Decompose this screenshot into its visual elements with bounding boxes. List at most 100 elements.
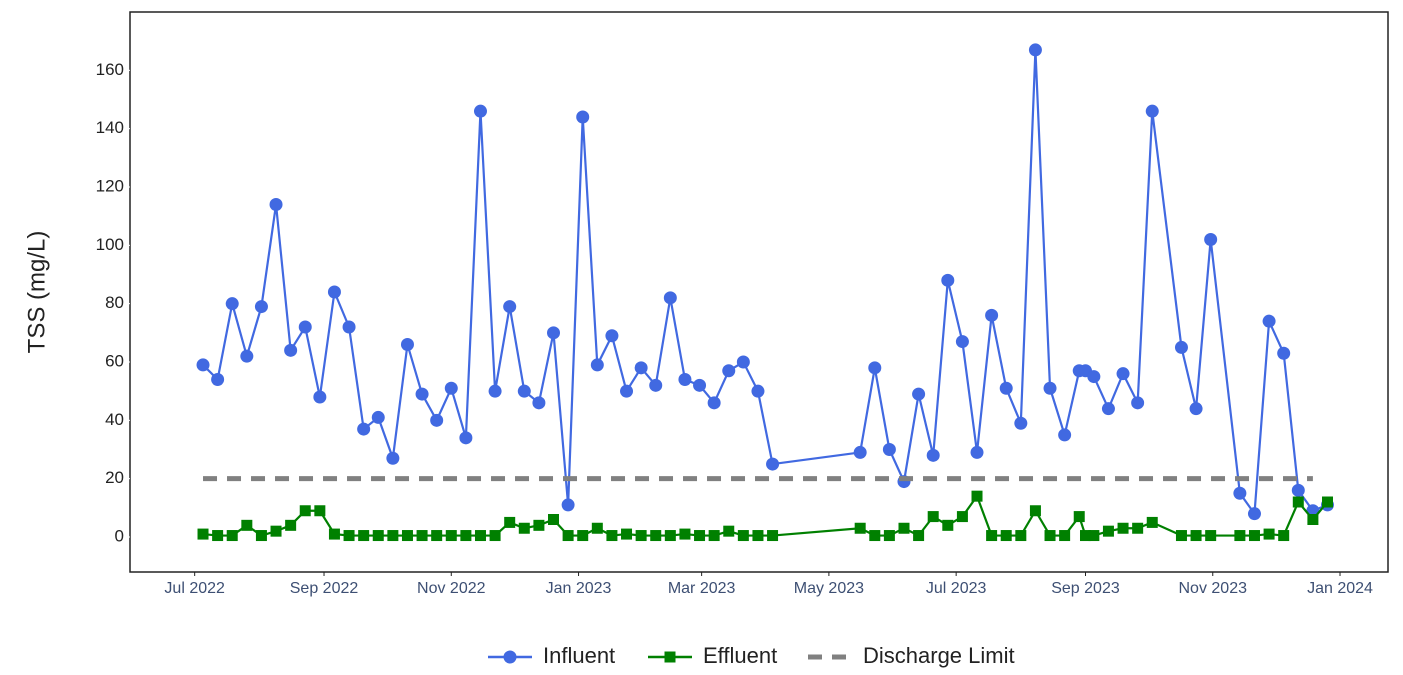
data-point bbox=[358, 530, 370, 542]
data-point bbox=[1175, 530, 1187, 542]
data-point bbox=[401, 530, 413, 542]
data-point bbox=[707, 396, 721, 410]
legend-marker bbox=[503, 650, 517, 664]
data-point bbox=[1029, 505, 1041, 517]
data-point bbox=[284, 343, 298, 357]
data-point bbox=[1190, 530, 1202, 542]
x-tick-label: Jul 2023 bbox=[926, 580, 987, 597]
data-point bbox=[1262, 314, 1276, 328]
data-point bbox=[460, 530, 472, 542]
data-point bbox=[518, 522, 530, 534]
data-point bbox=[1146, 516, 1158, 528]
data-point bbox=[1205, 530, 1217, 542]
data-point bbox=[212, 530, 224, 542]
data-point bbox=[372, 530, 384, 542]
data-point bbox=[620, 384, 634, 398]
data-point bbox=[1043, 381, 1057, 395]
data-point bbox=[1234, 530, 1246, 542]
data-point bbox=[853, 445, 867, 459]
data-point bbox=[1079, 530, 1091, 542]
data-point bbox=[635, 530, 647, 542]
x-tick-label: Mar 2023 bbox=[668, 580, 736, 597]
data-point bbox=[504, 516, 516, 528]
data-point bbox=[430, 413, 444, 427]
series-line bbox=[202, 493, 1329, 537]
data-point bbox=[882, 443, 896, 456]
x-tick-label: Nov 2022 bbox=[417, 580, 486, 597]
data-point bbox=[299, 505, 311, 517]
data-point bbox=[1015, 530, 1027, 542]
data-point bbox=[693, 378, 707, 392]
data-point bbox=[1248, 530, 1260, 542]
data-point bbox=[400, 338, 414, 351]
data-point bbox=[548, 514, 560, 525]
data-point bbox=[898, 522, 910, 534]
data-point bbox=[679, 528, 691, 540]
data-point bbox=[1088, 530, 1100, 542]
data-point bbox=[547, 326, 561, 340]
data-point bbox=[650, 530, 662, 542]
x-tick-label: May 2023 bbox=[794, 580, 864, 597]
data-point bbox=[751, 384, 765, 398]
data-point bbox=[241, 519, 253, 531]
data-point bbox=[196, 358, 210, 372]
data-point bbox=[226, 530, 238, 542]
legend-label: Effluent bbox=[703, 643, 777, 668]
data-point bbox=[766, 457, 780, 471]
data-point bbox=[956, 511, 968, 523]
data-point bbox=[517, 384, 531, 398]
data-point bbox=[488, 384, 502, 398]
data-point bbox=[1263, 528, 1275, 540]
data-point bbox=[431, 530, 443, 542]
data-point bbox=[767, 530, 779, 542]
data-point bbox=[1145, 104, 1159, 118]
x-tick-label: Nov 2023 bbox=[1179, 580, 1248, 597]
x-tick-label: Sep 2022 bbox=[290, 580, 359, 597]
data-point bbox=[1307, 514, 1319, 525]
data-point bbox=[314, 505, 326, 517]
data-point bbox=[913, 530, 925, 542]
data-point bbox=[254, 300, 268, 314]
data-point bbox=[327, 285, 341, 299]
data-point bbox=[1116, 367, 1130, 381]
data-point bbox=[1058, 428, 1072, 442]
data-point bbox=[752, 530, 764, 542]
data-point bbox=[269, 198, 283, 211]
y-tick-label: 40 bbox=[105, 410, 124, 429]
data-point bbox=[328, 528, 340, 540]
data-point bbox=[883, 530, 895, 542]
data-point bbox=[708, 530, 720, 542]
data-point bbox=[503, 300, 517, 314]
data-point bbox=[416, 530, 428, 542]
data-point bbox=[694, 530, 706, 542]
data-point bbox=[474, 530, 486, 542]
data-point bbox=[444, 381, 458, 395]
data-point bbox=[1174, 340, 1188, 354]
data-point bbox=[955, 335, 969, 349]
data-point bbox=[868, 361, 882, 375]
y-tick-label: 80 bbox=[105, 293, 124, 312]
data-point bbox=[225, 297, 239, 311]
data-point bbox=[1073, 511, 1085, 523]
data-point bbox=[590, 358, 604, 372]
data-point bbox=[1189, 402, 1203, 416]
data-point bbox=[1233, 486, 1247, 500]
data-point bbox=[927, 511, 939, 523]
data-point bbox=[270, 525, 282, 537]
data-point bbox=[942, 519, 954, 531]
data-point bbox=[737, 530, 749, 542]
data-point bbox=[489, 530, 501, 542]
legend-label: Discharge Limit bbox=[863, 643, 1015, 668]
data-point bbox=[1278, 530, 1290, 542]
data-point bbox=[577, 530, 589, 542]
data-point bbox=[1028, 43, 1042, 57]
y-tick-label: 120 bbox=[96, 176, 124, 195]
data-point bbox=[621, 528, 633, 540]
data-point bbox=[912, 387, 926, 401]
data-point bbox=[1321, 496, 1333, 508]
y-axis-label: TSS (mg/L) bbox=[23, 231, 50, 354]
y-tick-label: 160 bbox=[96, 60, 124, 79]
legend-marker bbox=[664, 651, 676, 663]
data-point bbox=[255, 530, 267, 542]
